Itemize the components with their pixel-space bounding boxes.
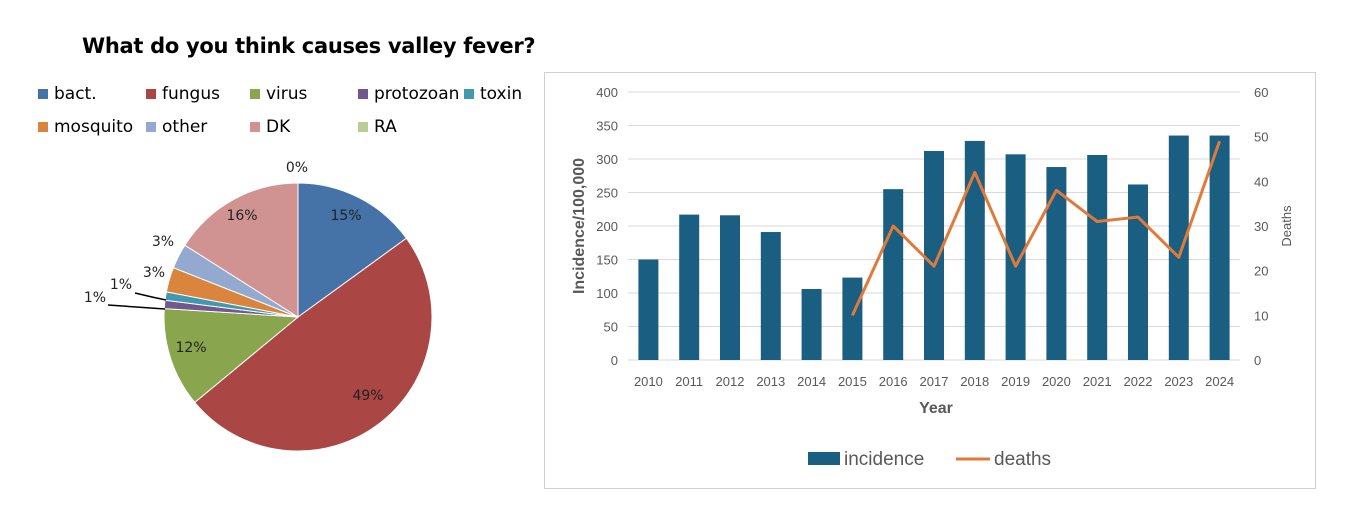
legend-label: virus [266, 84, 308, 104]
pie-label: 49% [352, 388, 383, 404]
legend-item-toxin: toxin [464, 84, 522, 104]
y2-axis-title: Deaths [1279, 205, 1294, 247]
legend-label: RA [374, 117, 397, 137]
legend-swatch [358, 122, 368, 132]
legend-item-other: other [146, 117, 207, 137]
legend-label: bact. [54, 84, 97, 104]
deaths-line [851, 140, 1222, 316]
y-tick-label: 200 [596, 219, 618, 234]
legend-swatch [146, 122, 156, 132]
legend-swatch-incidence [808, 452, 840, 465]
y-tick-label: 0 [611, 353, 618, 368]
x-axis-title: Year [919, 400, 953, 417]
y2-tick-label: 10 [1254, 308, 1268, 323]
y-tick-label: 300 [596, 152, 618, 167]
legend-label-incidence: incidence [844, 449, 924, 470]
legend-item-dk: DK [250, 117, 290, 137]
x-tick-label: 2024 [1205, 374, 1234, 389]
legend-label: other [162, 117, 208, 137]
y-tick-label: 250 [596, 186, 618, 201]
x-tick-label: 2020 [1042, 374, 1071, 389]
pie-label: 1% [110, 277, 132, 293]
legend-swatch [146, 89, 156, 99]
x-tick-label: 2013 [756, 374, 785, 389]
pie-label: 12% [175, 340, 206, 356]
pie-label: 15% [330, 208, 361, 224]
bar-2016 [883, 189, 904, 360]
legend-swatch [38, 122, 48, 132]
bar-line-chart-frame [544, 72, 1316, 489]
bar-2013 [760, 232, 781, 360]
legend-label: fungus [162, 84, 220, 104]
bar-2019 [1005, 154, 1026, 360]
leader-line [107, 304, 166, 310]
y2-tick-label: 40 [1254, 174, 1268, 189]
legend-label-deaths: deaths [994, 449, 1051, 470]
y-tick-label: 50 [604, 320, 618, 335]
x-tick-label: 2012 [716, 374, 745, 389]
legend-item-bact: bact. [38, 84, 97, 104]
x-tick-label: 2019 [1001, 374, 1030, 389]
bar-2014 [801, 288, 822, 360]
bar-2012 [720, 215, 740, 360]
x-tick-label: 2018 [960, 374, 989, 389]
y2-tick-label: 50 [1254, 130, 1268, 145]
bar-2022 [1128, 184, 1148, 360]
x-tick-label: 2017 [920, 374, 949, 389]
legend-swatch [250, 122, 260, 132]
x-tick-label: 2011 [675, 374, 703, 389]
bar-2023 [1168, 135, 1189, 360]
y2-tick-label: 60 [1254, 85, 1268, 100]
pie-label: 16% [226, 208, 257, 224]
y-axis-title: Incidence/100,000 [571, 158, 588, 294]
legend-label: protozoan [374, 84, 460, 104]
x-tick-label: 2021 [1083, 374, 1112, 389]
legend-swatch [358, 89, 368, 99]
x-tick-label: 2022 [1124, 374, 1153, 389]
y2-tick-label: 20 [1254, 264, 1268, 279]
legend-swatch [38, 89, 48, 99]
bar-2017 [924, 150, 944, 360]
pie-label: 1% [84, 290, 106, 306]
legend-swatch [250, 89, 260, 99]
x-tick-label: 2023 [1164, 374, 1193, 389]
pie-slice-bact [297, 182, 408, 318]
bar-2010 [638, 259, 659, 360]
y2-tick-label: 30 [1254, 219, 1268, 234]
y-tick-label: 100 [596, 286, 618, 301]
y2-tick-label: 0 [1254, 353, 1261, 368]
legend-item-protozoan: protozoan [358, 84, 459, 104]
y-tick-label: 350 [596, 119, 618, 134]
x-tick-label: 2010 [634, 374, 663, 389]
bar-2015 [842, 277, 863, 360]
pie-slice-virus [163, 308, 300, 404]
legend-label: toxin [480, 84, 523, 104]
x-tick-label: 2016 [879, 374, 908, 389]
legend-swatch [464, 89, 474, 99]
pie-title: What do you think causes valley fever? [82, 34, 536, 58]
y-tick-label: 400 [596, 85, 618, 100]
x-tick-label: 2015 [838, 374, 867, 389]
pie-label: 0% [286, 160, 308, 176]
bar-2018 [964, 140, 985, 360]
y-tick-label: 150 [596, 253, 618, 268]
bar-2021 [1087, 154, 1108, 360]
pie-slice-fungus [194, 237, 433, 452]
bar-2011 [679, 214, 700, 360]
legend-item-ra: RA [358, 117, 397, 137]
x-tick-label: 2014 [797, 374, 826, 389]
legend-label: mosquito [54, 117, 134, 137]
bar-2024 [1209, 135, 1230, 360]
leader-line [134, 292, 167, 301]
legend-item-fungus: fungus [146, 84, 220, 104]
legend-item-mosquito: mosquito [38, 117, 133, 137]
pie-slice-dk [184, 182, 299, 318]
legend-item-virus: virus [250, 84, 307, 104]
bar-2020 [1046, 167, 1067, 360]
legend-label: DK [266, 117, 291, 137]
pie-label: 3% [152, 234, 174, 250]
pie-label: 3% [143, 265, 165, 281]
